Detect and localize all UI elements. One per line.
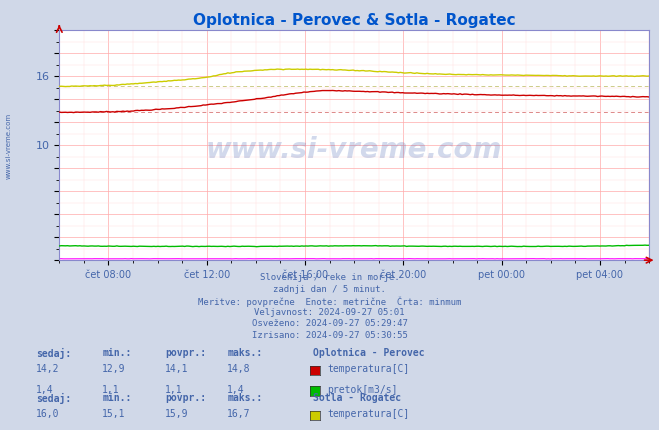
Text: povpr.:: povpr.: bbox=[165, 348, 206, 358]
Text: Osveženo: 2024-09-27 05:29:47: Osveženo: 2024-09-27 05:29:47 bbox=[252, 319, 407, 329]
Text: 1,1: 1,1 bbox=[165, 384, 183, 395]
Text: Slovenija / reke in morje.: Slovenija / reke in morje. bbox=[260, 273, 399, 282]
Text: 16,0: 16,0 bbox=[36, 409, 60, 419]
Text: www.si-vreme.com: www.si-vreme.com bbox=[206, 136, 502, 164]
Text: 16,7: 16,7 bbox=[227, 409, 251, 419]
Text: min.:: min.: bbox=[102, 393, 132, 403]
Title: Oplotnica - Perovec & Sotla - Rogatec: Oplotnica - Perovec & Sotla - Rogatec bbox=[193, 12, 515, 28]
Text: temperatura[C]: temperatura[C] bbox=[328, 364, 410, 374]
Text: 1,1: 1,1 bbox=[102, 384, 120, 395]
Text: temperatura[C]: temperatura[C] bbox=[328, 409, 410, 419]
Text: maks.:: maks.: bbox=[227, 348, 262, 358]
Text: 12,9: 12,9 bbox=[102, 364, 126, 374]
Text: povpr.:: povpr.: bbox=[165, 393, 206, 403]
Text: Veljavnost: 2024-09-27 05:01: Veljavnost: 2024-09-27 05:01 bbox=[254, 308, 405, 317]
Text: Meritve: povprečne  Enote: metrične  Črta: minmum: Meritve: povprečne Enote: metrične Črta:… bbox=[198, 296, 461, 307]
Text: Sotla - Rogatec: Sotla - Rogatec bbox=[313, 393, 401, 403]
Text: 14,1: 14,1 bbox=[165, 364, 188, 374]
Text: 1,4: 1,4 bbox=[36, 384, 54, 395]
Text: 14,2: 14,2 bbox=[36, 364, 60, 374]
Text: sedaj:: sedaj: bbox=[36, 393, 71, 405]
Text: Oplotnica - Perovec: Oplotnica - Perovec bbox=[313, 348, 424, 358]
Text: 15,9: 15,9 bbox=[165, 409, 188, 419]
Text: pretok[m3/s]: pretok[m3/s] bbox=[328, 384, 398, 395]
Text: 14,8: 14,8 bbox=[227, 364, 251, 374]
Text: Izrisano: 2024-09-27 05:30:55: Izrisano: 2024-09-27 05:30:55 bbox=[252, 331, 407, 340]
Text: min.:: min.: bbox=[102, 348, 132, 358]
Text: 1,4: 1,4 bbox=[227, 384, 245, 395]
Text: zadnji dan / 5 minut.: zadnji dan / 5 minut. bbox=[273, 285, 386, 294]
Text: 15,1: 15,1 bbox=[102, 409, 126, 419]
Text: www.si-vreme.com: www.si-vreme.com bbox=[5, 113, 12, 179]
Text: sedaj:: sedaj: bbox=[36, 348, 71, 359]
Text: maks.:: maks.: bbox=[227, 393, 262, 403]
